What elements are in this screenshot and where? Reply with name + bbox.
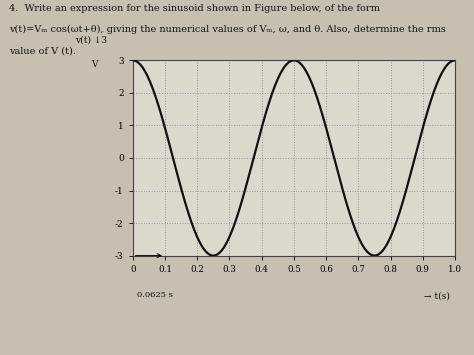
- Text: v(t)=Vₘ cos(ωt+θ), giving the numerical values of Vₘ, ω, and θ. Also, determine : v(t)=Vₘ cos(ωt+θ), giving the numerical …: [9, 25, 447, 34]
- Text: → t(s): → t(s): [424, 291, 450, 300]
- Text: V: V: [91, 60, 97, 69]
- Text: 0.0625 s: 0.0625 s: [137, 291, 173, 299]
- Text: v(t) ↓3: v(t) ↓3: [75, 36, 107, 45]
- Text: 4.  Write an expression for the sinusoid shown in Figure below, of the form: 4. Write an expression for the sinusoid …: [9, 4, 381, 12]
- Text: value of V (t).: value of V (t).: [9, 46, 76, 55]
